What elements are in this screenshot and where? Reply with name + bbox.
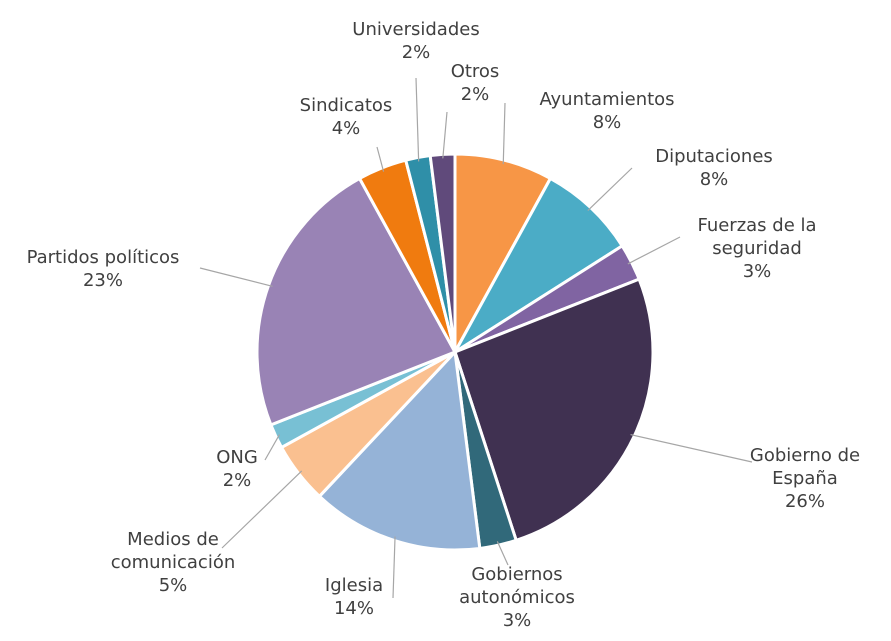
value-label: 3% bbox=[742, 261, 772, 282]
slice-label: Iglesia 14% bbox=[314, 574, 394, 620]
leader-line bbox=[627, 236, 681, 265]
value-label: 14% bbox=[333, 598, 374, 619]
slice-label: Gobierno de España 26% bbox=[745, 444, 865, 513]
leader-line bbox=[496, 541, 509, 566]
value-label: 2% bbox=[222, 470, 252, 491]
category-label: Gobierno de España bbox=[749, 445, 861, 489]
leader-line bbox=[199, 267, 273, 287]
category-label: Otros bbox=[450, 61, 500, 82]
value-label: 23% bbox=[82, 270, 123, 291]
leader-line bbox=[392, 536, 396, 599]
category-label: Iglesia bbox=[324, 575, 384, 596]
leader-line bbox=[630, 434, 753, 463]
value-label: 3% bbox=[502, 610, 532, 631]
pie-slice bbox=[428, 152, 457, 354]
value-label: 2% bbox=[401, 42, 431, 63]
value-label: 8% bbox=[699, 169, 729, 190]
slice-label: Universidades 2% bbox=[331, 18, 501, 64]
pie-slice bbox=[317, 350, 482, 552]
leader-line bbox=[221, 470, 303, 549]
category-label: Sindicatos bbox=[299, 95, 393, 116]
value-label: 26% bbox=[784, 491, 825, 512]
category-label: ONG bbox=[216, 447, 258, 468]
slice-label: Partidos políticos 23% bbox=[3, 246, 203, 292]
slice-label: Diputaciones 8% bbox=[634, 145, 794, 191]
category-label: Fuerzas de la seguridad bbox=[697, 215, 817, 259]
value-label: 8% bbox=[592, 112, 622, 133]
slice-label: Gobiernos autonómicos 3% bbox=[447, 563, 587, 632]
leader-line bbox=[415, 77, 420, 162]
category-label: Gobiernos autonómicos bbox=[459, 564, 575, 608]
category-label: Diputaciones bbox=[655, 146, 773, 167]
leader-line bbox=[587, 167, 633, 212]
slice-label: Ayuntamientos 8% bbox=[512, 88, 702, 134]
category-label: Ayuntamientos bbox=[539, 89, 675, 110]
slice-label: Sindicatos 4% bbox=[286, 94, 406, 140]
leader-line bbox=[264, 434, 280, 461]
category-label: Medios de comunicación bbox=[110, 529, 236, 573]
slice-label: Medios de comunicación 5% bbox=[93, 528, 253, 597]
slice-label: ONG 2% bbox=[207, 446, 267, 492]
value-label: 2% bbox=[460, 84, 490, 105]
slice-label: Fuerzas de la seguridad 3% bbox=[682, 214, 832, 283]
value-label: 4% bbox=[331, 118, 361, 139]
pie-slice bbox=[453, 277, 655, 542]
category-label: Partidos políticos bbox=[26, 247, 180, 268]
value-label: 5% bbox=[158, 575, 188, 596]
leader-line bbox=[442, 111, 448, 159]
slice-label: Otros 2% bbox=[440, 60, 510, 106]
pie-slice bbox=[453, 152, 552, 354]
leader-line bbox=[502, 102, 506, 165]
leader-line bbox=[376, 146, 385, 172]
category-label: Universidades bbox=[352, 19, 480, 40]
